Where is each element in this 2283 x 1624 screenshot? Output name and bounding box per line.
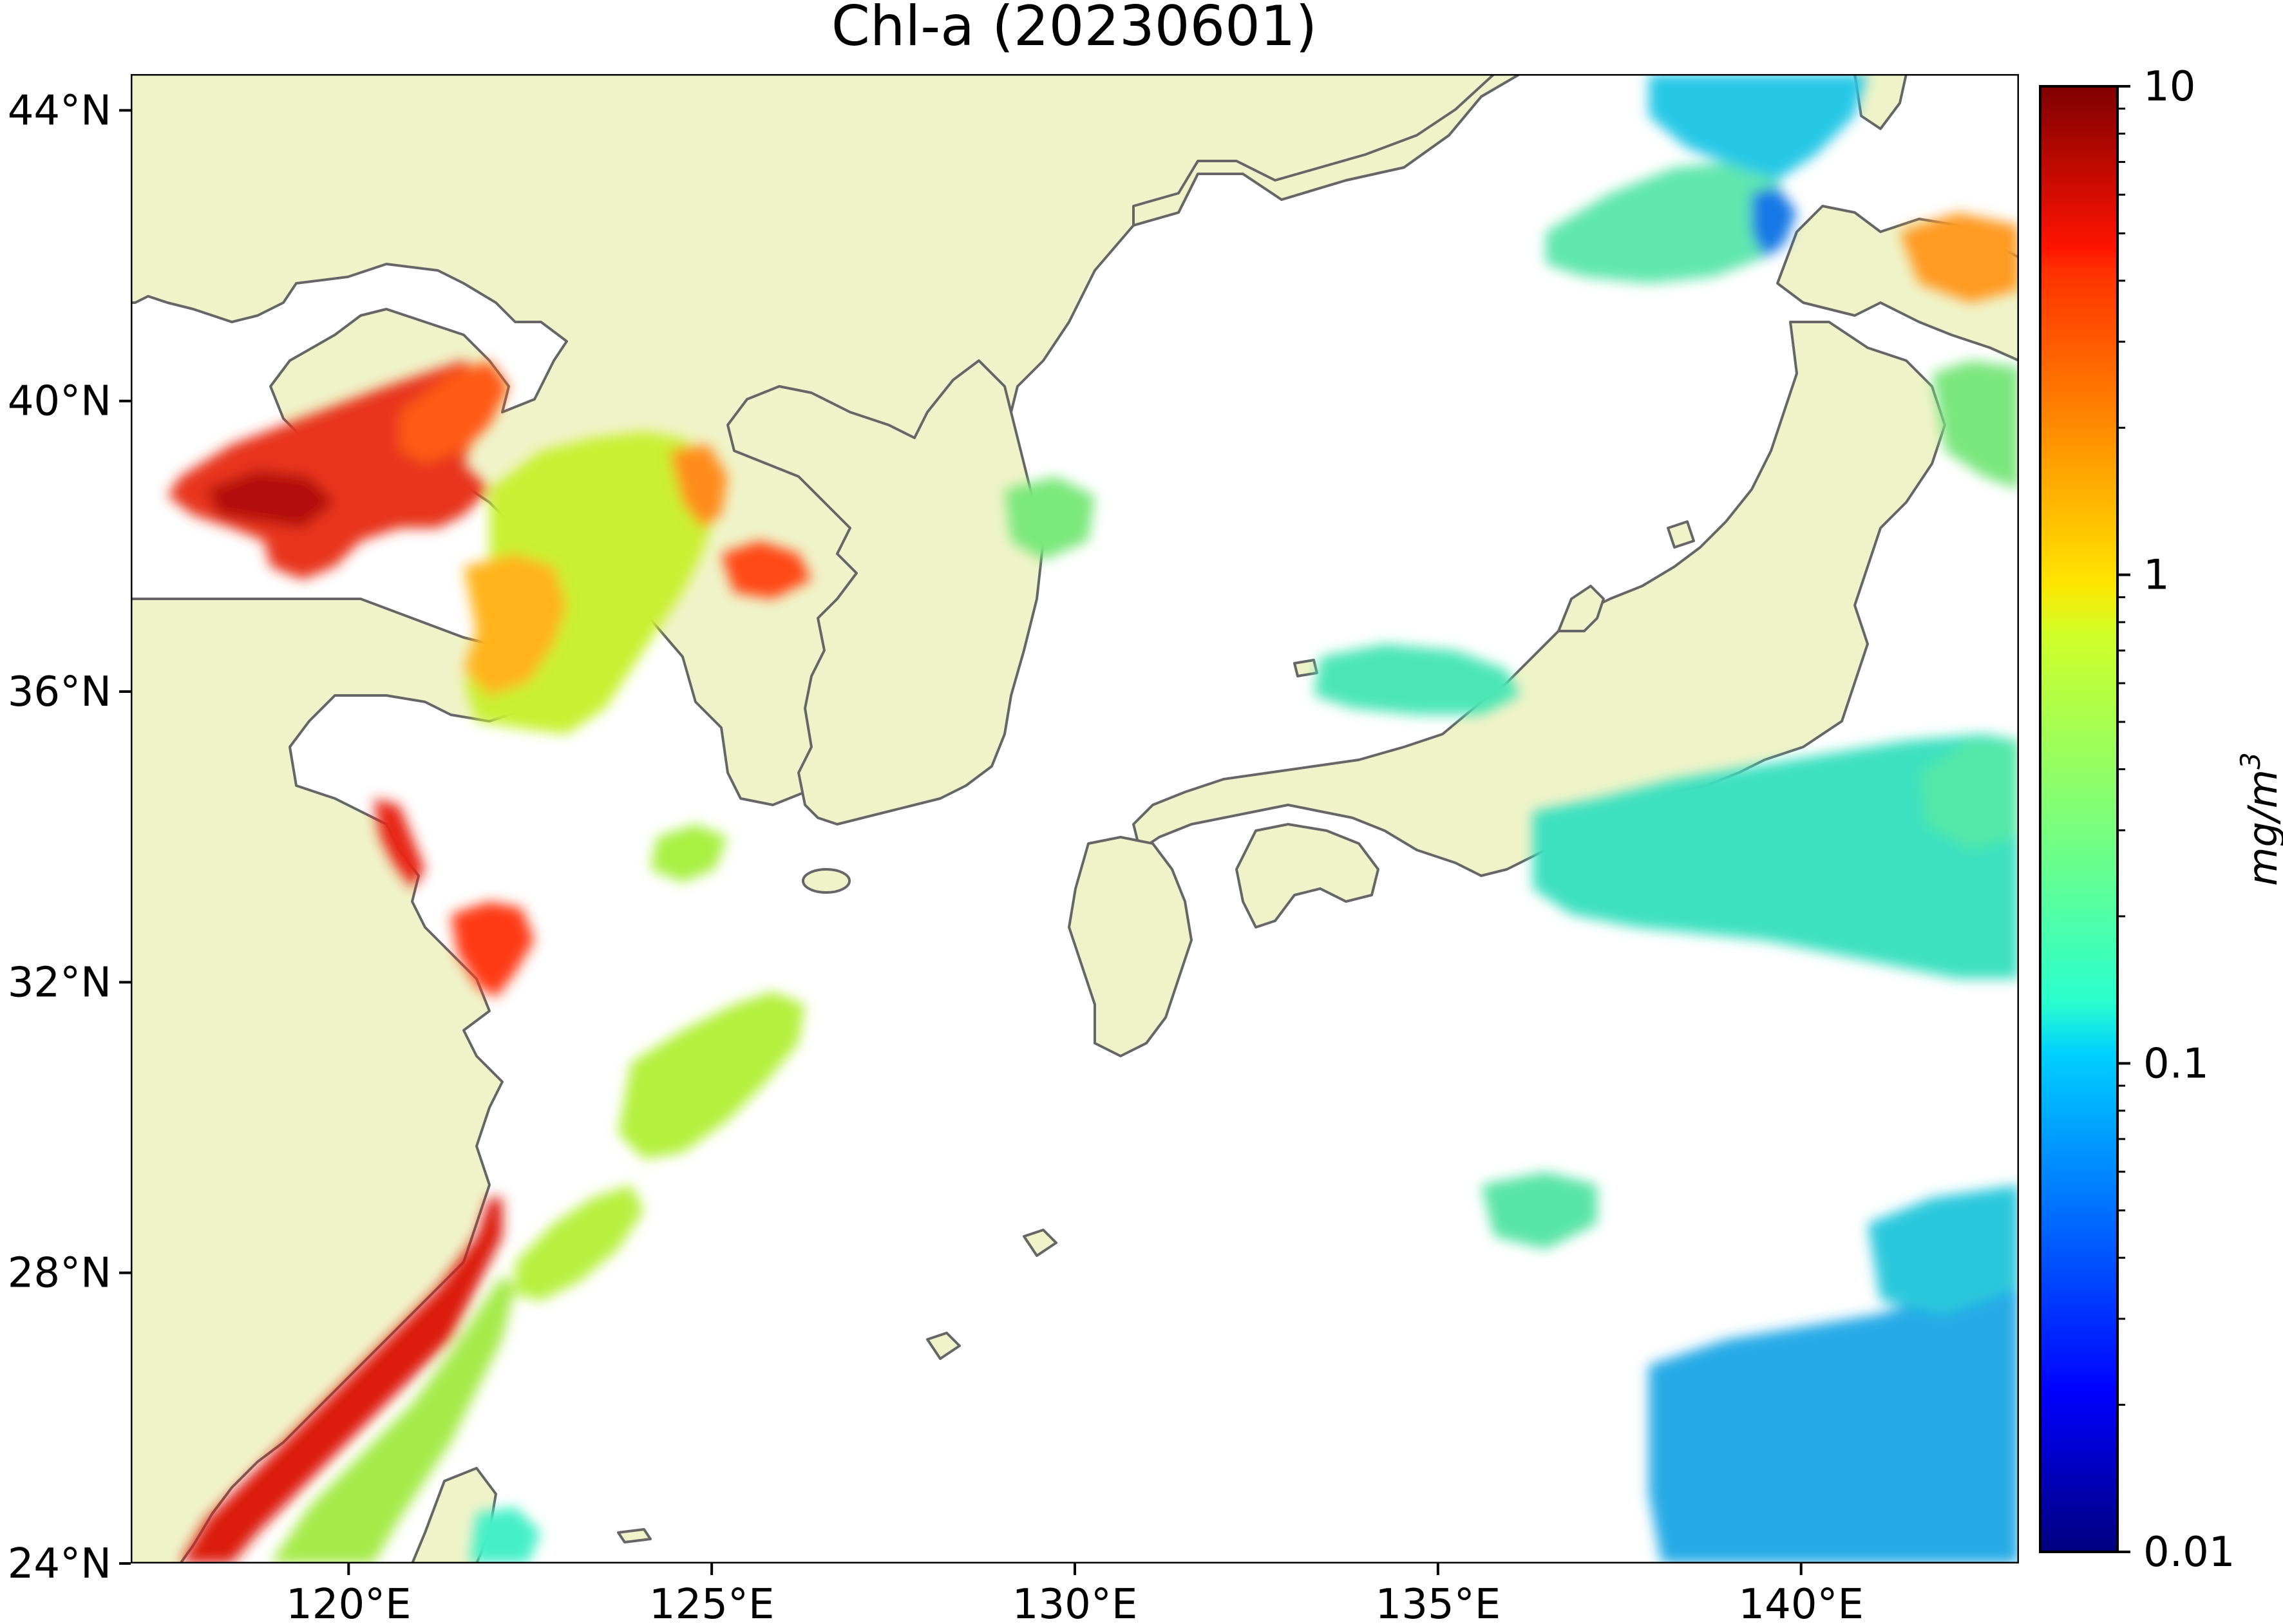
ecs-shelf-patches bbox=[515, 1185, 644, 1301]
kyushu bbox=[1068, 836, 1193, 1057]
bohai-center-dark bbox=[206, 470, 335, 528]
yangtze-plume bbox=[451, 902, 535, 998]
korea-peninsula bbox=[726, 359, 1045, 826]
sea-of-japan-patches bbox=[1005, 477, 1095, 560]
jeju-island bbox=[802, 868, 851, 894]
shikoku bbox=[1235, 823, 1379, 929]
oki-islands bbox=[1293, 659, 1318, 677]
tartary-strait-blue bbox=[1649, 74, 1868, 180]
sakhalin bbox=[1853, 74, 1908, 130]
colorbar-tick-label: 10 bbox=[2143, 63, 2195, 111]
gyeonggi-bay-red bbox=[721, 541, 811, 599]
fujian-coast-red bbox=[180, 1198, 502, 1563]
philippine-sea-blue bbox=[1649, 1262, 2019, 1563]
lon-tick-label: 130°E bbox=[1012, 1581, 1138, 1624]
sanriku-green bbox=[1932, 361, 2019, 489]
yellow-sea-orange bbox=[464, 554, 567, 695]
lon-tick-label: 135°E bbox=[1376, 1581, 1501, 1624]
colorbar-gradient bbox=[2039, 85, 2119, 1553]
lon-tick-label: 140°E bbox=[1738, 1581, 1864, 1624]
colorbar: 10 1 0.1 0.01 mg/m3 bbox=[2039, 63, 2283, 1576]
latitude-axis: 44°N 40°N 36°N 32°N 28°N 24°N bbox=[8, 87, 131, 1588]
pacific-mid-cyan bbox=[1481, 1172, 1597, 1249]
pacific-east-cyan bbox=[1868, 1185, 2019, 1314]
land-layer bbox=[131, 74, 2019, 1563]
jiangsu-coast-red bbox=[374, 798, 425, 889]
lat-tick-label: 32°N bbox=[8, 959, 111, 1006]
korea-bay-orange bbox=[670, 444, 728, 528]
colorbar-label-superscript: 3 bbox=[2235, 752, 2266, 770]
longitude-axis: 120°E 125°E 130°E 135°E 140°E bbox=[286, 1563, 1864, 1624]
lat-tick-label: 44°N bbox=[8, 87, 111, 135]
lat-tick-label: 28°N bbox=[8, 1250, 111, 1298]
colorbar-ticks: 10 1 0.1 0.01 bbox=[2117, 63, 2235, 1576]
russia-primorye bbox=[1132, 74, 1521, 227]
map-title: Chl-a (20230601) bbox=[831, 0, 1317, 59]
chlorophyll-layer bbox=[167, 74, 2019, 1563]
sado-island bbox=[1667, 520, 1695, 549]
taiwan-east-cyan bbox=[470, 1507, 541, 1563]
lat-tick-label: 36°N bbox=[8, 668, 111, 716]
okhotsk-orange bbox=[1900, 212, 2019, 303]
noto-offshore-cyan bbox=[1314, 644, 1520, 715]
colorbar-tick-label: 0.1 bbox=[2143, 1040, 2209, 1088]
colorbar-tick-label: 0.01 bbox=[2143, 1529, 2235, 1576]
kuroshio-cyan bbox=[1533, 734, 2019, 979]
kuroshio-east-green bbox=[1919, 741, 2019, 850]
ecs-small-green bbox=[650, 824, 728, 882]
lat-tick-label: 40°N bbox=[8, 378, 111, 426]
lon-tick-label: 120°E bbox=[286, 1581, 412, 1624]
ecs-mid-green bbox=[618, 992, 805, 1159]
colorbar-tick-label: 1 bbox=[2143, 552, 2170, 600]
japan-sea-north-cyan bbox=[1546, 161, 1790, 283]
ryukyu-sakishima bbox=[617, 1528, 652, 1544]
liaodong-bay-bloom bbox=[399, 361, 509, 464]
ryukyu-okinawa bbox=[926, 1332, 961, 1360]
noto-peninsula bbox=[1557, 585, 1605, 632]
lon-tick-label: 125°E bbox=[649, 1581, 775, 1624]
taiwan-strait-green bbox=[270, 1275, 515, 1563]
map-area bbox=[131, 74, 2019, 1563]
peter-great-bay-blue bbox=[1752, 187, 1797, 258]
colorbar-label: mg/m3 bbox=[2235, 752, 2283, 886]
ryukyu-amami bbox=[1023, 1229, 1057, 1257]
lat-tick-label: 24°N bbox=[8, 1540, 111, 1588]
